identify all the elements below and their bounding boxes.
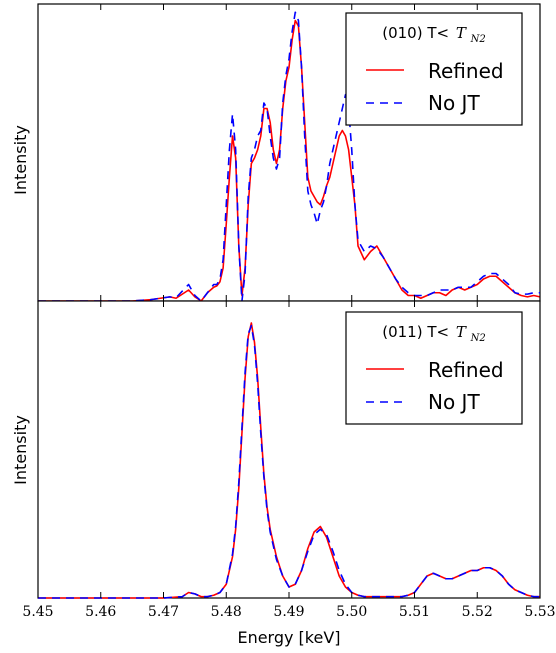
bottom-legend-refined-label: Refined xyxy=(428,358,504,382)
top-y-axis-label: Intensity xyxy=(11,125,30,195)
bottom-legend-title-symbol: T xyxy=(456,323,467,341)
x-tick-label: 5.47 xyxy=(148,604,179,620)
top-series-refined-line xyxy=(38,19,541,302)
top-legend-title-symbol: T xyxy=(456,24,467,42)
x-tick-label: 5.53 xyxy=(524,604,555,620)
x-tick-label: 5.49 xyxy=(273,604,304,620)
bottom-legend-nojt-label: No JT xyxy=(428,390,480,414)
top-series-no-jt-line xyxy=(38,11,540,302)
bottom-series-no-jt-line xyxy=(38,324,540,599)
bottom-x-ticks: 5.45 5.46 5.47 5.48 5.49 5.50 5.51 5.52 5.53 xyxy=(22,4,556,620)
x-axis-label: Energy [keV] xyxy=(237,628,340,647)
x-tick-label: 5.45 xyxy=(22,604,53,620)
top-panel: Intensity (010) T< T N2 Refined No JT xyxy=(11,3,541,302)
top-legend-refined-label: Refined xyxy=(428,59,504,83)
bottom-legend-title: (011) T< T N2 xyxy=(382,323,486,344)
bottom-panel: 5.45 5.46 5.47 5.48 5.49 5.50 5.51 5.52 5.53 Int… xyxy=(11,4,556,647)
top-plot-lines xyxy=(38,11,541,302)
bottom-legend: (011) T< T N2 Refined No JT xyxy=(345,311,523,425)
bottom-legend-box xyxy=(345,311,523,425)
top-legend-title-prefix: (010) T< xyxy=(382,24,449,42)
bottom-y-axis-label: Intensity xyxy=(11,415,30,485)
bottom-legend-title-subscript: N2 xyxy=(470,333,486,344)
top-legend-title-subscript: N2 xyxy=(470,34,486,45)
top-legend: (010) T< T N2 Refined No JT xyxy=(345,12,523,126)
x-tick-label: 5.46 xyxy=(85,604,116,620)
x-tick-label: 5.51 xyxy=(399,604,430,620)
x-tick-label: 5.50 xyxy=(336,604,367,620)
x-tick-label: 5.48 xyxy=(211,604,242,620)
top-legend-box xyxy=(345,12,523,126)
bottom-plot-lines xyxy=(38,322,540,599)
top-legend-nojt-label: No JT xyxy=(428,91,480,115)
top-legend-title: (010) T< T N2 xyxy=(382,24,486,45)
x-tick-label: 5.52 xyxy=(462,604,493,620)
bottom-legend-title-prefix: (011) T< xyxy=(382,323,449,341)
